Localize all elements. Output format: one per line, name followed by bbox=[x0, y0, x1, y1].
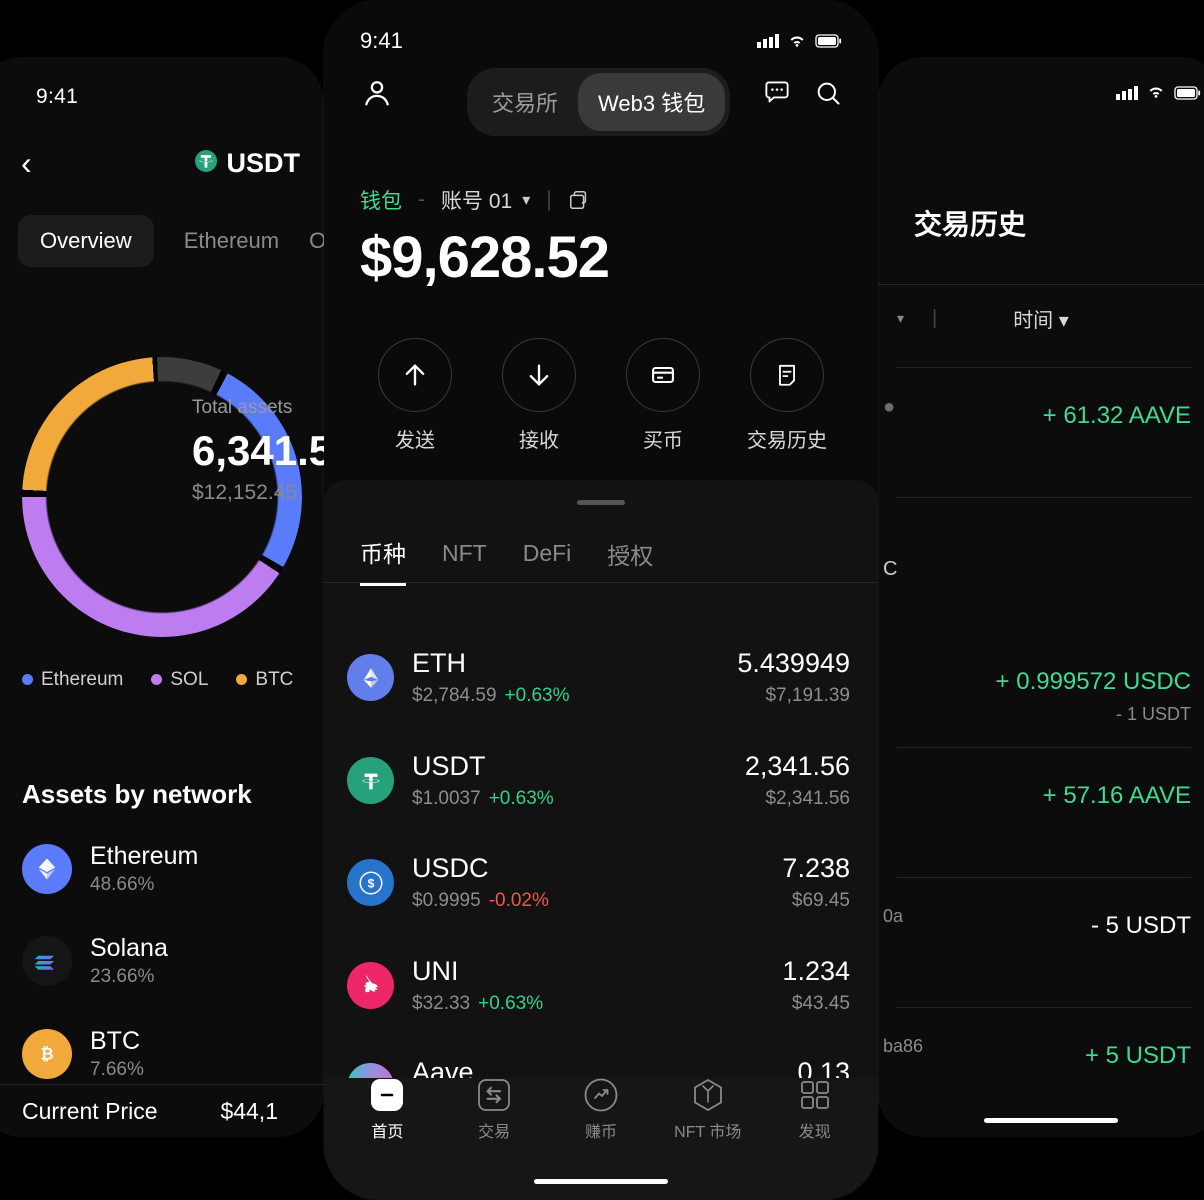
svg-text:₿: ₿ bbox=[40, 1046, 53, 1064]
svg-text:$: $ bbox=[367, 876, 374, 890]
